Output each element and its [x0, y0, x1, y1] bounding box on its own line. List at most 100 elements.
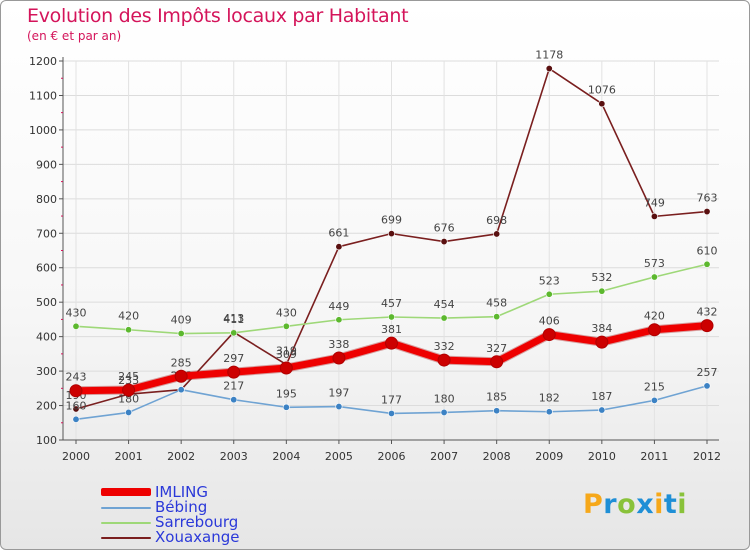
data-label-imling: 309: [276, 348, 297, 361]
data-point-sarrebourg: [650, 273, 658, 281]
data-label-sarrebourg: 449: [328, 300, 349, 313]
data-point-sarrebourg: [387, 313, 395, 321]
data-point-xouaxange: [703, 208, 711, 216]
x-tick-label: 2004: [272, 450, 300, 463]
data-label-imling: 332: [434, 340, 455, 353]
data-point-imling: [647, 323, 661, 337]
logo-letter: i: [677, 489, 688, 520]
y-tick-label: 1100: [29, 89, 57, 102]
x-tick-label: 2006: [378, 450, 406, 463]
data-label-bebing: 197: [328, 387, 349, 400]
y-tick-label: 500: [36, 296, 57, 309]
y-tick-label: 1000: [29, 124, 57, 137]
x-tick-label: 2001: [115, 450, 143, 463]
data-point-xouaxange: [335, 243, 343, 251]
data-point-imling: [542, 328, 556, 342]
data-label-imling: 420: [644, 310, 665, 323]
logo-letter: t: [663, 489, 678, 520]
data-label-imling: 297: [223, 352, 244, 365]
data-point-sarrebourg: [72, 322, 80, 330]
data-label-bebing: 185: [486, 391, 507, 404]
data-label-sarrebourg: 430: [276, 306, 297, 319]
data-point-bebing: [230, 396, 238, 404]
legend-swatch: [101, 507, 151, 509]
x-tick-label: 2005: [325, 450, 353, 463]
data-label-imling: 432: [697, 306, 718, 319]
data-point-sarrebourg: [545, 290, 553, 298]
y-tick-label: 400: [36, 331, 57, 344]
data-label-xouaxange: 676: [434, 222, 455, 235]
logo-letter: x: [636, 489, 655, 520]
data-label-xouaxange: 698: [486, 214, 507, 227]
data-point-xouaxange: [387, 230, 395, 238]
y-tick-label: 900: [36, 158, 57, 171]
data-point-imling: [69, 384, 83, 398]
data-point-imling: [385, 336, 398, 350]
x-tick-label: 2011: [640, 450, 668, 463]
data-point-bebing: [598, 406, 606, 414]
data-point-imling: [174, 369, 188, 383]
data-point-xouaxange: [493, 230, 501, 238]
data-label-bebing: 215: [644, 380, 665, 393]
logo-letter: o: [617, 489, 637, 520]
data-point-imling: [595, 335, 609, 349]
legend-swatch: [101, 537, 151, 539]
data-label-imling: 327: [486, 342, 507, 355]
data-label-xouaxange: 233: [118, 374, 139, 387]
data-point-bebing: [545, 408, 553, 416]
data-label-xouaxange: 319: [276, 345, 297, 358]
data-point-sarrebourg: [177, 330, 185, 338]
x-tick-label: 2009: [535, 450, 563, 463]
data-label-bebing: 217: [223, 380, 244, 393]
data-label-bebing: 180: [118, 392, 139, 405]
data-label-xouaxange: 763: [697, 192, 718, 205]
data-point-xouaxange: [72, 405, 80, 413]
data-point-xouaxange: [650, 212, 658, 220]
data-point-xouaxange: [440, 238, 448, 246]
data-point-bebing: [387, 409, 395, 417]
y-tick-label: 800: [36, 193, 57, 206]
data-label-xouaxange: 413: [223, 312, 244, 325]
data-point-bebing: [72, 415, 80, 423]
data-point-imling: [227, 365, 241, 379]
data-point-sarrebourg: [598, 287, 606, 295]
logo-letter: r: [603, 489, 618, 520]
data-label-bebing: 182: [539, 392, 560, 405]
legend-swatch: [101, 488, 151, 496]
data-label-sarrebourg: 523: [539, 274, 560, 287]
x-tick-label: 2007: [430, 450, 458, 463]
data-point-bebing: [125, 408, 133, 416]
data-label-xouaxange: 1178: [535, 49, 563, 62]
data-point-imling: [490, 355, 504, 369]
data-point-sarrebourg: [703, 260, 711, 268]
chart-title: Evolution des Impôts locaux par Habitant: [27, 5, 409, 27]
data-label-imling: 245: [118, 370, 139, 383]
legend-label: Sarrebourg: [155, 513, 239, 531]
data-label-bebing: 160: [66, 399, 87, 412]
data-point-imling: [700, 319, 714, 333]
data-point-sarrebourg: [440, 314, 448, 322]
data-point-bebing: [282, 403, 290, 411]
data-label-sarrebourg: 420: [118, 310, 139, 323]
data-label-imling: 285: [171, 356, 192, 369]
logo-letter: i: [654, 489, 664, 520]
x-tick-label: 2012: [693, 450, 721, 463]
legend-swatch: [101, 522, 151, 524]
data-point-bebing: [335, 403, 343, 411]
data-label-sarrebourg: 411: [223, 313, 244, 326]
data-label-xouaxange: 661: [328, 227, 349, 240]
data-point-bebing: [440, 408, 448, 416]
data-point-imling: [122, 383, 136, 397]
data-point-imling: [279, 361, 293, 375]
proxiti-logo: Proxiti: [583, 489, 687, 520]
data-label-sarrebourg: 457: [381, 297, 402, 310]
data-label-sarrebourg: 610: [697, 244, 718, 257]
y-tick-label: 700: [36, 227, 57, 240]
data-label-sarrebourg: 430: [66, 306, 87, 319]
data-point-bebing: [650, 396, 658, 404]
legend-label: IMLING: [155, 483, 208, 501]
data-point-sarrebourg: [230, 329, 238, 337]
data-label-imling: 338: [328, 338, 349, 351]
